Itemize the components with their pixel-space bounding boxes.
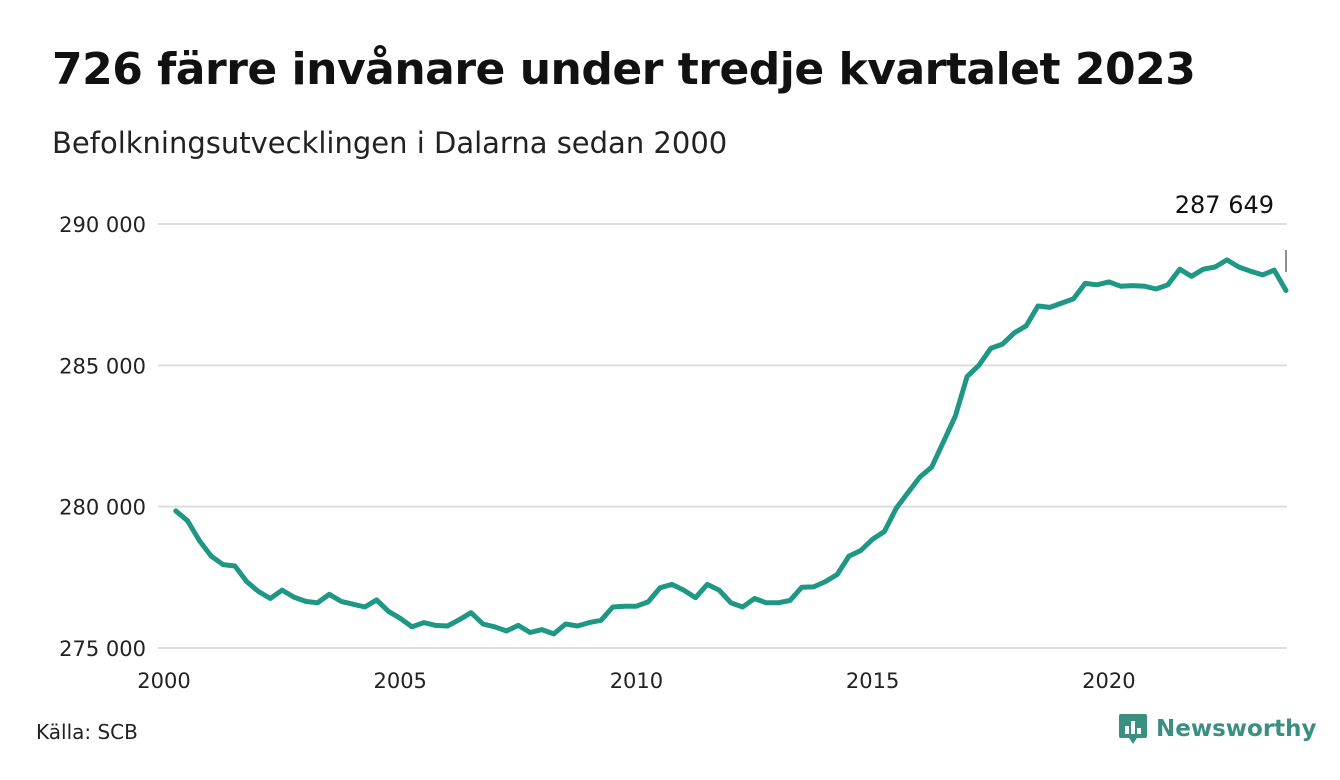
series-line (173, 257, 1289, 637)
x-axis-ticks: 2000 2005 2010 2015 2020 (137, 669, 1135, 693)
x-tick-label: 2020 (1082, 669, 1135, 693)
chart-title: 726 färre invånare under tredje kvartale… (52, 44, 1196, 95)
chart-subtitle: Befolkningsutvecklingen i Dalarna sedan … (52, 126, 728, 160)
y-tick-label: 290 000 (59, 213, 146, 237)
x-tick-label: 2000 (137, 669, 190, 693)
x-tick-label: 2010 (610, 669, 663, 693)
end-value-label: 287 649 (1175, 191, 1274, 219)
line-chart: 275 000 280 000 285 000 290 000 2000 2005 201… (59, 191, 1289, 693)
y-tick-label: 275 000 (59, 637, 146, 661)
y-tick-label: 280 000 (59, 496, 146, 520)
series-lines (173, 257, 1289, 637)
y-axis-ticks: 275 000 280 000 285 000 290 000 (59, 213, 146, 661)
source-note: Källa: SCB (36, 720, 138, 744)
brand-name: Newsworthy (1156, 716, 1317, 742)
x-tick-label: 2005 (373, 669, 426, 693)
gridlines (158, 223, 1287, 649)
y-tick-label: 285 000 (59, 354, 146, 378)
bar-chart-speech-bubble-icon (1119, 714, 1147, 744)
end-annotation: 287 649 (1175, 191, 1287, 272)
brand-logo: Newsworthy (1118, 712, 1317, 746)
x-tick-label: 2015 (846, 669, 899, 693)
